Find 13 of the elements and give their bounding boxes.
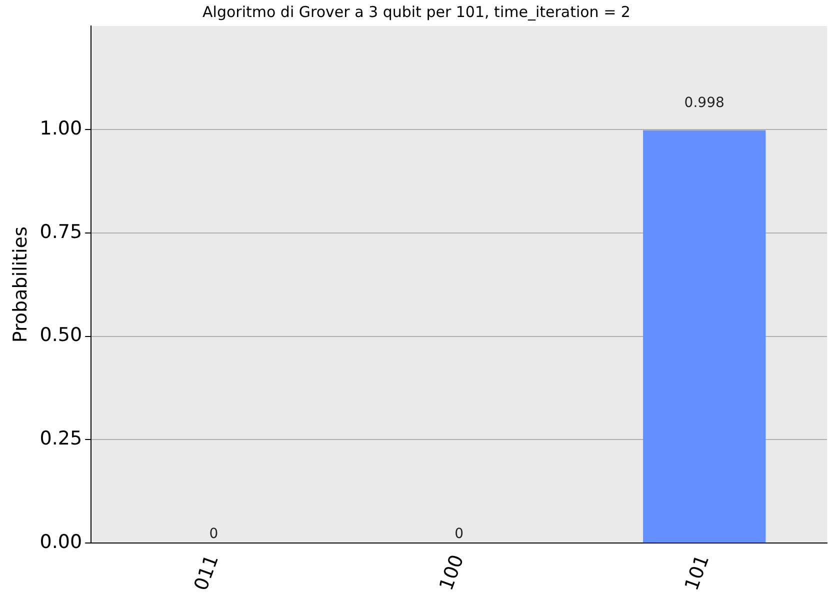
y-axis-title: Probabilities — [9, 226, 32, 343]
y-tick-label: 0.25 — [40, 428, 82, 450]
x-tick-label: 100 — [435, 552, 468, 594]
y-tick-label: 0.75 — [40, 220, 82, 243]
data-label: 0.998 — [684, 94, 724, 111]
data-label: 0 — [209, 526, 218, 542]
y-tick-label: 0.50 — [40, 324, 82, 346]
chart-title: Algoritmo di Grover a 3 qubit per 101, time_iteration = 2 — [202, 2, 630, 21]
y-tick-label: 0.00 — [40, 531, 82, 554]
x-tick-label: 101 — [680, 552, 714, 594]
y-tick-label: 1.00 — [40, 117, 82, 140]
x-tick-label: 011 — [190, 552, 224, 594]
data-label: 0 — [454, 526, 464, 542]
